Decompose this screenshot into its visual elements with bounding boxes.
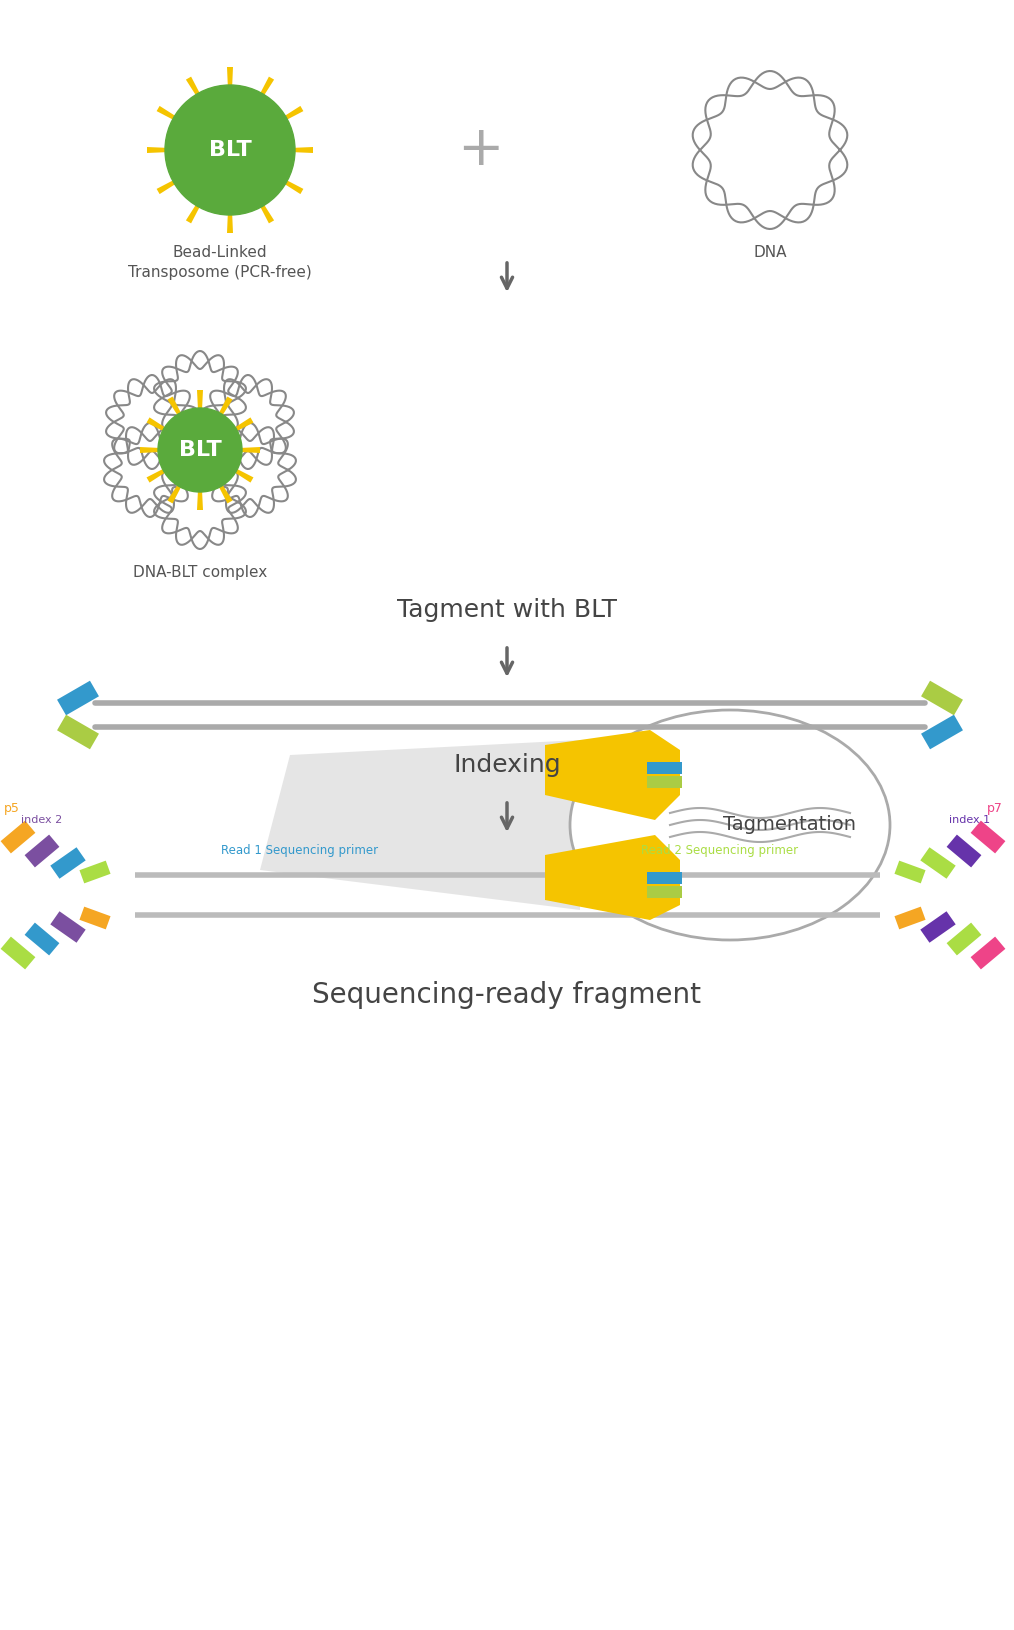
Polygon shape: [260, 740, 580, 910]
Bar: [894, 906, 926, 929]
Text: Read 2 Sequencing primer: Read 2 Sequencing primer: [642, 844, 799, 857]
Bar: [51, 911, 86, 942]
Bar: [57, 714, 99, 750]
Polygon shape: [147, 147, 174, 153]
Bar: [648, 776, 682, 787]
Polygon shape: [186, 197, 204, 223]
Polygon shape: [197, 486, 203, 510]
Polygon shape: [156, 176, 184, 194]
Bar: [24, 835, 60, 867]
Text: BLT: BLT: [209, 140, 251, 160]
Polygon shape: [545, 835, 680, 919]
Bar: [24, 923, 60, 955]
Text: Sequencing-ready fragment: Sequencing-ready fragment: [312, 981, 702, 1009]
Bar: [970, 820, 1006, 854]
Polygon shape: [147, 466, 170, 482]
Polygon shape: [227, 67, 233, 95]
Bar: [57, 681, 99, 716]
Bar: [1, 937, 35, 970]
Circle shape: [165, 85, 295, 215]
Text: DNA-BLT complex: DNA-BLT complex: [133, 566, 267, 580]
Bar: [970, 937, 1006, 970]
Text: Bead-Linked
Transposome (PCR-free): Bead-Linked Transposome (PCR-free): [128, 244, 312, 280]
Text: Indexing: Indexing: [453, 753, 561, 778]
Polygon shape: [140, 447, 164, 453]
Circle shape: [158, 408, 242, 492]
Bar: [648, 761, 682, 774]
Polygon shape: [216, 479, 232, 504]
Bar: [947, 835, 982, 867]
Bar: [648, 872, 682, 883]
Polygon shape: [167, 396, 184, 421]
Polygon shape: [230, 417, 254, 434]
Polygon shape: [197, 390, 203, 414]
Bar: [79, 861, 111, 883]
Text: DNA: DNA: [753, 244, 787, 261]
Polygon shape: [147, 417, 170, 434]
Text: index 1: index 1: [949, 815, 991, 825]
Bar: [921, 681, 963, 716]
Text: Read 1 Sequencing primer: Read 1 Sequencing primer: [221, 844, 378, 857]
Text: Tagmentation: Tagmentation: [724, 815, 857, 835]
Polygon shape: [156, 106, 184, 124]
Text: p5: p5: [4, 802, 20, 815]
Polygon shape: [545, 730, 680, 820]
Polygon shape: [285, 147, 313, 153]
Bar: [51, 848, 86, 879]
Bar: [894, 861, 926, 883]
Text: +: +: [456, 122, 503, 178]
Text: BLT: BLT: [178, 440, 221, 460]
Polygon shape: [277, 176, 303, 194]
Polygon shape: [167, 479, 184, 504]
Polygon shape: [186, 77, 204, 103]
Bar: [921, 714, 963, 750]
Text: Tagment with BLT: Tagment with BLT: [397, 598, 617, 623]
Bar: [921, 911, 956, 942]
Polygon shape: [216, 396, 232, 421]
Polygon shape: [230, 466, 254, 482]
Bar: [79, 906, 111, 929]
Polygon shape: [227, 205, 233, 233]
Text: index 2: index 2: [21, 815, 63, 825]
Polygon shape: [257, 197, 274, 223]
Text: p7: p7: [987, 802, 1003, 815]
Polygon shape: [257, 77, 274, 103]
Polygon shape: [277, 106, 303, 124]
Bar: [947, 923, 982, 955]
Bar: [921, 848, 956, 879]
Bar: [648, 887, 682, 898]
Ellipse shape: [570, 711, 890, 941]
Polygon shape: [235, 447, 260, 453]
Bar: [1, 820, 35, 854]
